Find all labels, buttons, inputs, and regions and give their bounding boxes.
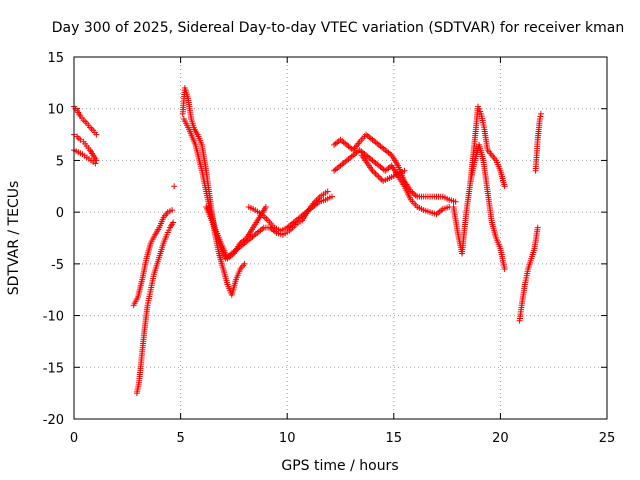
data-point xyxy=(75,135,82,142)
data-point xyxy=(262,203,269,210)
data-point xyxy=(88,125,95,132)
data-point xyxy=(92,160,99,167)
data-point xyxy=(169,207,176,214)
data-point xyxy=(313,197,320,204)
series-trace-15 xyxy=(467,141,508,273)
chart-title: Day 300 of 2025, Sidereal Day-to-day VTE… xyxy=(52,20,624,36)
y-tick-label: -15 xyxy=(43,361,64,376)
data-point xyxy=(537,110,544,117)
plot-frame xyxy=(73,56,608,420)
data-point xyxy=(170,219,177,226)
series-trace-7 xyxy=(179,85,248,298)
y-tick-label: -10 xyxy=(43,310,64,325)
x-tick-label: 10 xyxy=(279,431,296,446)
data-point xyxy=(374,172,381,179)
series-trace-14 xyxy=(450,103,508,257)
data-point xyxy=(263,215,270,222)
x-tick-labels: 0 5 10 15 20 25 xyxy=(70,431,615,446)
y-tick-label: -20 xyxy=(43,413,64,428)
data-point xyxy=(77,136,84,143)
data-point xyxy=(93,131,100,138)
data-point xyxy=(536,116,543,123)
x-tick-label: 20 xyxy=(492,431,509,446)
y-tick-label: 0 xyxy=(56,206,64,221)
data-point xyxy=(316,194,323,201)
y-tick-labels: -20 -15 -10 -5 0 5 10 15 xyxy=(43,51,64,428)
data-point xyxy=(371,169,378,176)
series-trace-12 xyxy=(331,147,453,218)
series-trace-17 xyxy=(532,110,544,174)
data-point xyxy=(241,260,248,267)
data-point xyxy=(93,157,100,164)
series-trace-5 xyxy=(133,219,177,397)
data-point xyxy=(372,170,379,177)
data-point xyxy=(452,198,459,205)
series-trace-9 xyxy=(203,188,331,262)
series-trace-6 xyxy=(171,183,178,190)
x-tick-label: 0 xyxy=(70,431,78,446)
data-point xyxy=(501,266,508,273)
grid xyxy=(74,57,607,419)
x-tick-label: 5 xyxy=(176,431,184,446)
y-tick-label: 15 xyxy=(47,51,64,66)
series-trace-16 xyxy=(516,224,541,324)
y-axis-label: SDTVAR / TECUs xyxy=(6,181,22,296)
data-point xyxy=(537,113,544,120)
data-point xyxy=(82,118,89,125)
series-trace-8 xyxy=(180,116,269,262)
x-tick-label: 25 xyxy=(599,431,616,446)
series-trace-10 xyxy=(245,193,335,234)
x-tick-label: 15 xyxy=(386,431,403,446)
data-point xyxy=(171,183,178,190)
y-tick-label: -5 xyxy=(51,258,64,273)
data-point xyxy=(534,224,541,231)
y-tick-label: 5 xyxy=(56,154,64,169)
data-point xyxy=(328,193,335,200)
data-point xyxy=(401,167,408,174)
data-point xyxy=(375,173,382,180)
series-trace-4 xyxy=(130,207,176,309)
data-marks xyxy=(71,85,544,397)
series-trace-1 xyxy=(71,103,100,138)
series-trace-13 xyxy=(358,152,408,185)
y-tick-label: 10 xyxy=(47,103,64,118)
series-trace-2 xyxy=(71,131,100,164)
x-axis-label: GPS time / hours xyxy=(281,458,398,474)
data-point xyxy=(377,175,384,182)
data-point xyxy=(501,183,508,190)
data-point xyxy=(324,188,331,195)
